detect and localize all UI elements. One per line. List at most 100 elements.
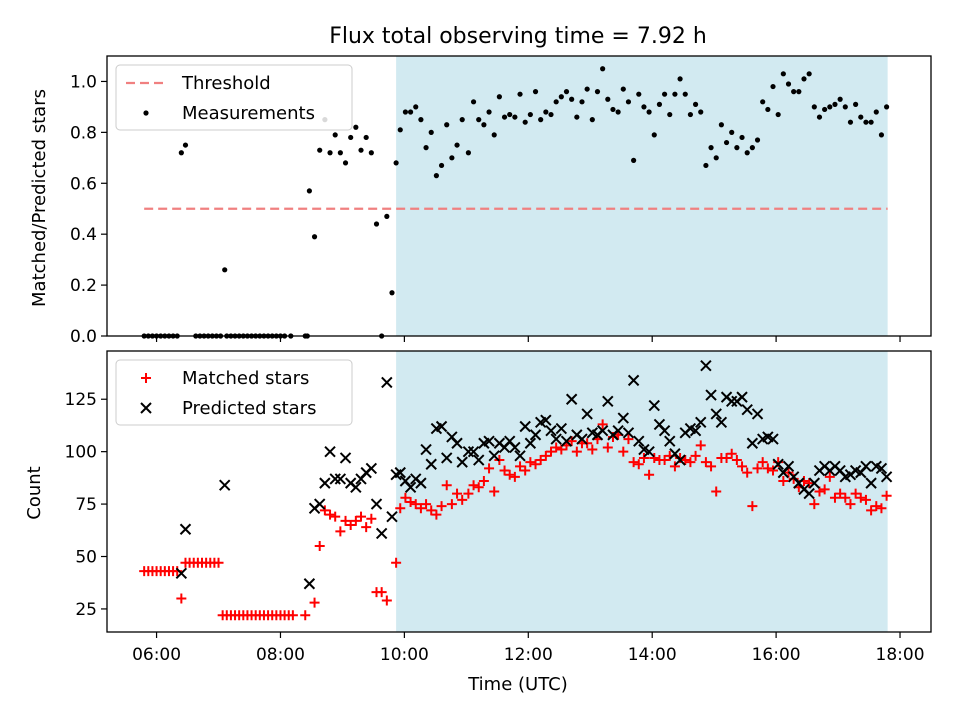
matched-star-marker bbox=[366, 513, 377, 524]
matched-star-marker bbox=[300, 610, 311, 621]
measurement-point bbox=[698, 109, 704, 115]
measurement-point bbox=[667, 111, 673, 118]
matched-star-marker bbox=[446, 499, 457, 510]
measurement-point bbox=[883, 104, 890, 110]
matched-star-marker bbox=[350, 515, 361, 526]
measurement-point bbox=[358, 147, 364, 153]
predicted-star-marker bbox=[565, 393, 578, 405]
measurement-point bbox=[373, 221, 380, 227]
measurement-point bbox=[785, 81, 792, 87]
predicted-star-marker bbox=[700, 359, 712, 372]
matched-star-marker bbox=[473, 482, 484, 493]
measurement-point bbox=[770, 83, 776, 90]
matched-star-marker bbox=[410, 499, 421, 510]
measurement-point bbox=[682, 91, 688, 97]
predicted-star-marker bbox=[648, 399, 660, 412]
measurement-point bbox=[507, 111, 513, 118]
matched-star-marker bbox=[835, 488, 846, 499]
y-tick-label: 100 bbox=[65, 443, 97, 463]
legend-label: Predicted stars bbox=[182, 398, 316, 419]
predicted-star-marker bbox=[627, 374, 640, 387]
predicted-star-marker bbox=[462, 445, 475, 458]
measurement-point bbox=[837, 96, 843, 102]
matched-star-marker bbox=[659, 455, 670, 466]
matched-star-marker bbox=[400, 492, 411, 503]
matched-star-marker bbox=[685, 457, 696, 468]
predicted-star-marker bbox=[545, 424, 557, 437]
measurement-point bbox=[806, 71, 812, 77]
matched-star-marker bbox=[340, 515, 351, 526]
y-tick-label: 25 bbox=[75, 600, 97, 620]
measurement-point bbox=[178, 150, 184, 156]
legend-box bbox=[115, 64, 353, 131]
predicted-star-marker bbox=[420, 443, 432, 456]
matched-star-marker bbox=[597, 419, 608, 430]
top-series-0 bbox=[141, 66, 890, 339]
predicted-star-marker bbox=[435, 420, 448, 433]
y-tick-label: 1.0 bbox=[70, 72, 97, 92]
x-tick-label: 16:00 bbox=[752, 645, 801, 665]
matched-star-marker bbox=[478, 476, 489, 487]
measurement-point bbox=[677, 76, 683, 82]
matched-star-marker bbox=[644, 469, 655, 480]
observing-window bbox=[396, 351, 888, 632]
predicted-star-marker bbox=[602, 395, 614, 408]
matched-star-marker bbox=[731, 455, 742, 466]
predicted-star-marker bbox=[451, 437, 463, 449]
matched-star-marker bbox=[706, 461, 717, 472]
measurement-point bbox=[636, 91, 642, 97]
predicted-star-marker bbox=[334, 473, 347, 485]
measurement-point bbox=[641, 104, 647, 110]
matched-star-marker bbox=[504, 469, 515, 480]
matched-star-marker bbox=[638, 452, 649, 463]
measurement-point bbox=[713, 155, 719, 161]
measurement-point bbox=[801, 76, 807, 82]
matched-star-marker bbox=[361, 522, 372, 533]
matched-star-marker bbox=[860, 494, 871, 505]
measurement-point bbox=[527, 111, 533, 118]
measurement-point bbox=[734, 145, 740, 151]
measurement-point bbox=[423, 145, 429, 151]
measurement-point bbox=[428, 129, 434, 135]
matched-star-marker bbox=[680, 455, 691, 466]
predicted-star-marker bbox=[555, 422, 568, 435]
measurement-point bbox=[584, 86, 590, 92]
measurement-point bbox=[625, 99, 632, 105]
matched-star-marker bbox=[376, 587, 387, 598]
measurement-point bbox=[600, 66, 606, 72]
y-axis-label-bottom: Count bbox=[24, 466, 45, 519]
x-tick-label: 12:00 bbox=[504, 645, 553, 665]
bottom-legend: Matched stars Predicted stars bbox=[115, 359, 353, 426]
matched-star-marker bbox=[623, 434, 634, 445]
predicted-star-marker bbox=[370, 498, 383, 510]
measurement-point bbox=[569, 96, 575, 102]
measurement-point bbox=[739, 134, 745, 141]
measurement-point bbox=[449, 155, 455, 161]
measurement-point bbox=[306, 188, 312, 194]
matched-star-marker bbox=[824, 471, 835, 482]
measurement-point bbox=[651, 132, 657, 138]
matched-star-marker bbox=[415, 503, 426, 514]
measurement-point bbox=[692, 101, 699, 107]
measurement-point bbox=[476, 117, 482, 123]
predicted-star-marker bbox=[808, 477, 821, 489]
matched-star-marker bbox=[431, 509, 442, 520]
predicted-star-marker bbox=[741, 404, 753, 416]
measurement-point bbox=[579, 99, 585, 105]
predicted-star-marker bbox=[339, 452, 352, 464]
matched-star-marker bbox=[762, 463, 773, 474]
matched-star-marker bbox=[319, 505, 330, 516]
predicted-star-marker bbox=[710, 408, 722, 420]
matched-star-marker bbox=[628, 457, 639, 468]
predicted-star-marker bbox=[381, 376, 393, 389]
matched-star-marker bbox=[314, 541, 325, 552]
predicted-star-marker bbox=[404, 481, 417, 494]
measurement-point bbox=[397, 127, 403, 133]
measurement-point bbox=[811, 104, 817, 110]
predicted-star-marker bbox=[483, 435, 495, 447]
predicted-star-marker bbox=[782, 460, 795, 473]
predicted-star-marker bbox=[365, 462, 378, 475]
predicted-star-marker bbox=[875, 462, 888, 475]
predicted-star-marker bbox=[865, 477, 877, 489]
matched-star-marker bbox=[356, 511, 367, 522]
